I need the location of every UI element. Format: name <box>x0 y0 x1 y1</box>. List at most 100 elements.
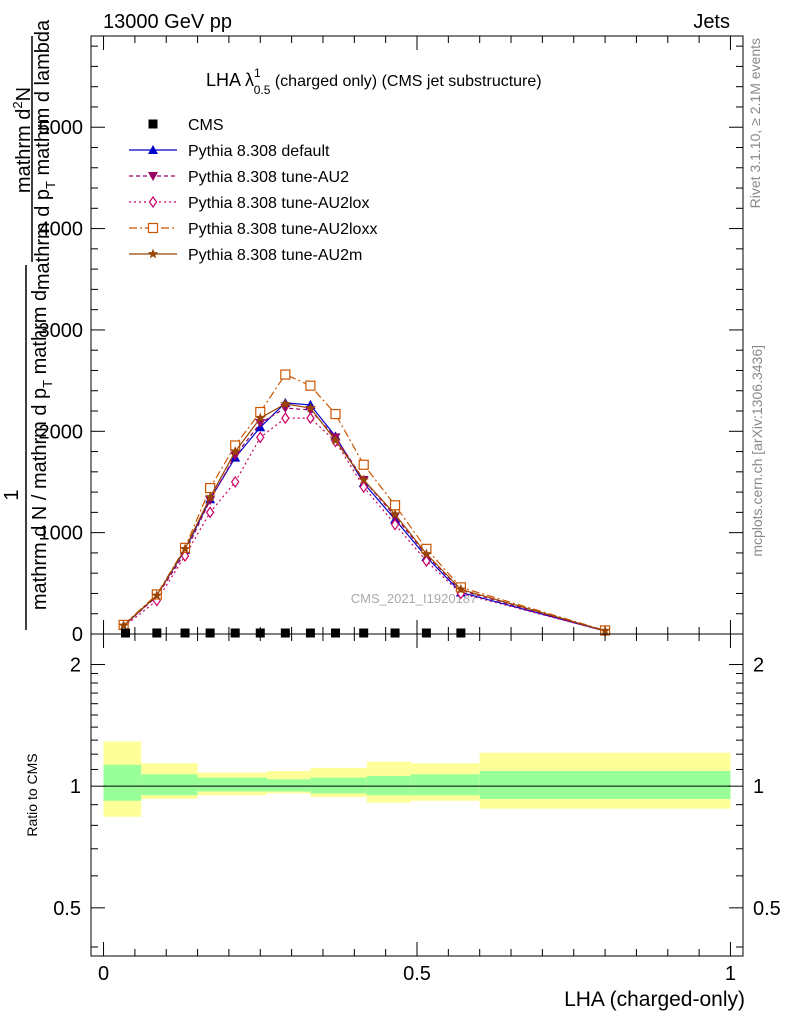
rivet-label: Rivet 3.1.10, ≥ 2.1M events <box>747 38 763 208</box>
cms-data-point <box>152 628 162 638</box>
cms-data-point <box>421 628 431 638</box>
legend-label: Pythia 8.308 default <box>188 143 330 160</box>
series-point <box>205 496 216 506</box>
ratio-green-band <box>266 779 311 792</box>
legend-marker <box>148 119 158 129</box>
cms-data-point <box>255 628 265 638</box>
main-y-tick-label: 2000 <box>39 421 84 443</box>
ratio-green-band <box>410 774 480 796</box>
series-point <box>330 434 341 445</box>
series-point <box>389 500 401 511</box>
legend-label: Pythia 8.308 tune-AU2loxx <box>188 221 377 238</box>
legend-marker <box>148 172 158 181</box>
y-label-numerator-n: N <box>13 87 35 101</box>
series-point <box>205 506 215 519</box>
ratio-green-band <box>310 777 367 794</box>
mcplots-label: mcplots.cern.ch [arXiv:1306.3436] <box>749 345 765 557</box>
series-point <box>256 431 265 444</box>
series-point <box>390 518 400 531</box>
y-label-denominator-rest: mathrm d lambda <box>32 19 54 181</box>
series-point <box>305 402 316 413</box>
x-tick-label: 0.5 <box>403 963 431 985</box>
chart-title-main: LHA λ <box>206 70 254 90</box>
legend-marker <box>147 222 159 234</box>
series-point <box>229 446 241 457</box>
ratio-y-tick-label: 0.5 <box>53 898 81 920</box>
series-point <box>306 412 315 425</box>
y-label-one: 1 <box>1 489 23 500</box>
main-y-tick-label: 3000 <box>39 320 84 342</box>
legend-marker <box>147 248 159 259</box>
chart-title-sup: 1 <box>254 66 261 80</box>
series-point <box>179 543 191 554</box>
series-point <box>599 625 611 636</box>
series-point <box>230 475 240 489</box>
main-y-label: 1 mathrm d2N mathrm d pT mathrm d lambda… <box>1 19 58 630</box>
cms-data-point <box>331 628 340 638</box>
y-label-denominator-sub: T <box>43 181 58 189</box>
y-label-lower-rest: mathrm d <box>29 290 51 380</box>
series-point <box>358 459 369 470</box>
ratio-y-tick-label-right: 1 <box>753 776 764 798</box>
series-point <box>358 474 369 485</box>
ratio-green-band <box>366 775 411 796</box>
legend-label: Pythia 8.308 tune-AU2m <box>188 247 362 264</box>
ratio-green-band <box>103 764 142 801</box>
legend-label: Pythia 8.308 tune-AU2 <box>188 169 349 186</box>
main-y-tick-label: 5000 <box>39 117 84 139</box>
y-label-denominator: mathrm d pT mathrm d lambda <box>32 19 58 290</box>
main-y-ticks: 0 1000 2000 3000 4000 5000 <box>39 45 743 646</box>
y-label-numerator-sup: 2 <box>10 101 25 108</box>
series-point <box>281 412 290 425</box>
x-tick-label: 0 <box>98 963 109 985</box>
y-label-lower-sub: T <box>40 380 55 388</box>
ratio-y-label: Ratio to CMS <box>24 753 40 836</box>
series-line <box>123 403 606 632</box>
y-label-lower: mathrm d N / mathrm d pT mathrm d <box>29 290 55 610</box>
cms-data-point <box>230 628 240 638</box>
series-point <box>204 491 216 502</box>
series-point <box>330 408 341 420</box>
cms-data-point <box>305 628 315 638</box>
series-point <box>280 369 291 380</box>
legend-label: CMS <box>188 117 224 134</box>
series-point <box>359 480 368 494</box>
ratio-y-tick-label-right: 0.5 <box>753 898 781 920</box>
ratio-y-tick-label-right: 2 <box>753 655 764 677</box>
cms-data-point <box>280 628 290 638</box>
cms-points <box>120 628 466 638</box>
ratio-green-band <box>479 771 731 799</box>
ratio-green-band <box>197 777 267 792</box>
legend-marker <box>148 195 158 209</box>
ratio-y-tick-label: 1 <box>70 776 81 798</box>
chart-title-suffix: (charged only) (CMS jet substructure) <box>270 73 541 90</box>
cms-data-point <box>205 628 215 638</box>
series-point <box>180 549 190 563</box>
ratio-green-band <box>141 774 198 796</box>
y-label-numerator: mathrm d2N <box>10 87 35 193</box>
series-point <box>422 554 431 568</box>
series-point <box>280 398 291 409</box>
cms-data-point <box>359 628 369 638</box>
ratio-bands <box>103 741 731 817</box>
ratio-y-ticks: 0.5 0.5 1 1 2 2 <box>53 655 781 948</box>
main-x-ticks <box>103 36 731 634</box>
series-point <box>421 548 432 559</box>
series-point <box>151 589 163 600</box>
ratio-y-tick-label: 2 <box>70 655 81 677</box>
series-point <box>455 583 467 594</box>
ratio-panel: 0.5 0.5 1 1 2 2 0 0.5 1 Ratio to CMS LHA (charg… <box>24 633 781 1011</box>
x-axis-label: LHA (charged-only) <box>564 988 745 1011</box>
main-y-tick-label: 0 <box>72 624 83 646</box>
series-point <box>118 619 129 630</box>
cms-data-point <box>120 628 130 638</box>
legend-label: Pythia 8.308 tune-AU2lox <box>188 195 369 212</box>
ratio-x-ticks: 0 0.5 1 <box>98 634 736 985</box>
main-y-tick-label: 4000 <box>39 219 84 241</box>
header-energy-label: 13000 GeV pp <box>103 11 232 33</box>
y-label-denominator-d: mathrm d p <box>32 189 54 290</box>
series-point <box>389 508 401 519</box>
legend: CMS Pythia 8.308 default Pythia 8.308 tune… <box>129 117 377 264</box>
